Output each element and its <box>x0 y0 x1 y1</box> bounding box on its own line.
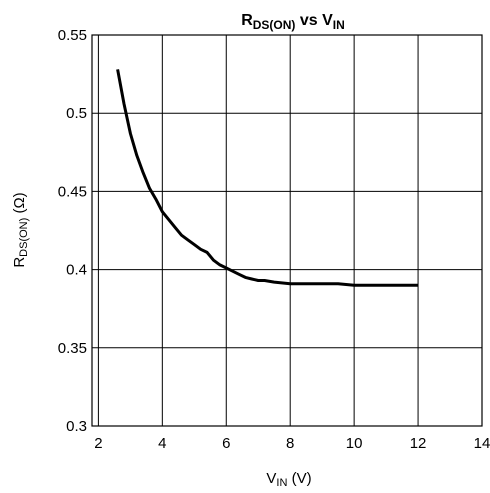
title-mid: vs V <box>295 12 333 29</box>
series-line <box>116 69 419 287</box>
x-tick-label: 4 <box>158 435 166 452</box>
y-axis-label-main: R <box>11 257 28 268</box>
y-axis-label-subscript: DS(ON) <box>18 218 30 257</box>
title-main-subscript: DS(ON) <box>253 18 296 32</box>
y-tick-label: 0.45 <box>58 183 87 200</box>
x-tick-label: 2 <box>94 435 102 452</box>
x-tick-label: 6 <box>222 435 230 452</box>
x-axis-label-main: V <box>266 470 276 487</box>
y-axis-label-suffix: (Ω) <box>11 192 28 217</box>
x-tick-label: 12 <box>410 435 427 452</box>
plot-frame <box>91 34 483 427</box>
y-tick-label: 0.4 <box>66 262 87 279</box>
y-tick-label: 0.5 <box>66 105 87 122</box>
y-tick-label: 0.35 <box>58 340 87 357</box>
x-tick-labels: 2 4 6 8 10 12 14 <box>94 435 490 452</box>
title-main: R <box>241 12 253 29</box>
grid <box>92 34 483 427</box>
y-tick-label: 0.55 <box>58 27 87 44</box>
x-tick-label: 8 <box>286 435 294 452</box>
x-axis-label-subscript: IN <box>276 477 287 489</box>
title-mid-subscript: IN <box>333 18 345 32</box>
x-tick-label: 14 <box>474 435 490 452</box>
chart-title: RDS(ON) vs VIN <box>241 12 345 32</box>
x-axis-label: VIN (V) <box>266 470 311 489</box>
series-lines <box>116 69 419 287</box>
x-axis-label-suffix: (V) <box>287 470 311 487</box>
y-tick-label: 0.3 <box>66 418 87 435</box>
y-axis-label: RDS(ON) (Ω) <box>11 192 30 267</box>
y-tick-labels: 0.3 0.35 0.4 0.45 0.5 0.55 <box>58 27 87 435</box>
x-tick-label: 10 <box>346 435 363 452</box>
